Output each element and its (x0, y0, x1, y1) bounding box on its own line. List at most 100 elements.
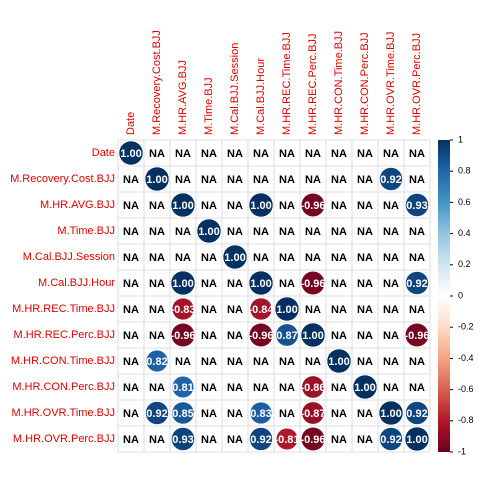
value-label: NA (357, 148, 373, 160)
column-label: M.Cal.BJJ.Hour (255, 58, 267, 135)
column-label: Date (125, 112, 137, 135)
value-label: NA (201, 174, 217, 186)
value-label: 1.00 (224, 252, 245, 264)
value-label: -0.84 (248, 304, 274, 316)
corr-circle (378, 400, 404, 426)
column-label: M.HR.CON.Perc.BJJ (359, 32, 371, 135)
color-tick-label: -0.8 (458, 415, 474, 425)
value-label: NA (149, 200, 165, 212)
corr-circle (118, 140, 144, 166)
color-tick-label: 1 (458, 134, 463, 144)
value-label: NA (305, 252, 321, 264)
value-label: 1.00 (302, 330, 323, 342)
corr-circle (144, 166, 170, 192)
value-label: NA (279, 278, 295, 290)
corr-circle (249, 297, 273, 321)
row-label: M.HR.OVR.Time.BJJ (12, 407, 116, 419)
value-label: NA (149, 148, 165, 160)
value-label: 1.00 (328, 356, 349, 368)
value-label: 0.87 (276, 330, 297, 342)
value-label: 1.00 (276, 304, 297, 316)
value-label: NA (331, 252, 347, 264)
value-label: NA (201, 434, 217, 446)
value-label: NA (383, 200, 399, 212)
value-label: NA (357, 252, 373, 264)
corr-circle (301, 193, 325, 217)
column-label: M.HR.REC.Time.BJJ (281, 32, 293, 135)
value-label: NA (227, 200, 243, 212)
row-label: M.HR.CON.Time.BJJ (11, 355, 115, 367)
corr-circle (249, 323, 273, 347)
value-label: 1.00 (354, 382, 375, 394)
corr-circle (196, 218, 222, 244)
corr-circle (326, 348, 352, 374)
value-label: NA (279, 148, 295, 160)
value-label: NA (201, 382, 217, 394)
value-label: NA (331, 304, 347, 316)
row-label: M.Recovery.Cost.BJJ (10, 173, 115, 185)
value-label: NA (357, 330, 373, 342)
value-label: NA (227, 356, 243, 368)
corr-circle (301, 271, 325, 295)
column-label: M.HR.AVG.BJJ (177, 60, 189, 135)
value-label: NA (409, 226, 425, 238)
value-label: NA (175, 148, 191, 160)
value-label: NA (175, 226, 191, 238)
value-label: NA (253, 148, 269, 160)
value-label: 0.93 (172, 434, 193, 446)
value-label: NA (409, 356, 425, 368)
corr-circle (248, 192, 274, 218)
value-label: NA (383, 252, 399, 264)
value-label: NA (123, 382, 139, 394)
value-label: NA (149, 278, 165, 290)
row-label: M.Cal.BJJ.Hour (38, 277, 115, 289)
corr-circle (248, 270, 274, 296)
color-tick-label: 0.2 (458, 259, 471, 269)
value-label: 0.92 (406, 278, 427, 290)
corr-circle (352, 374, 378, 400)
value-label: NA (227, 408, 243, 420)
color-tick-label: 0 (458, 290, 463, 300)
value-label: NA (253, 226, 269, 238)
corr-circle (379, 167, 403, 191)
row-label: M.HR.REC.Perc.BJJ (14, 329, 115, 341)
value-label: NA (357, 226, 373, 238)
value-label: NA (201, 356, 217, 368)
value-label: NA (227, 304, 243, 316)
corr-circle (275, 323, 299, 347)
value-label: NA (123, 252, 139, 264)
value-label: -0.87 (300, 408, 325, 420)
value-label: 1.00 (172, 278, 193, 290)
value-label: NA (227, 330, 243, 342)
column-label: M.HR.OVR.Time.BJJ (385, 32, 397, 136)
corr-circle (171, 427, 195, 451)
value-label: NA (123, 278, 139, 290)
value-label: 0.85 (172, 408, 193, 420)
color-tick-label: -1 (458, 446, 466, 456)
value-label: NA (279, 382, 295, 394)
corr-circle (171, 297, 195, 321)
value-label: NA (175, 174, 191, 186)
value-label: 0.92 (406, 408, 427, 420)
value-label: NA (357, 278, 373, 290)
value-label: NA (383, 356, 399, 368)
value-label: -0.96 (300, 434, 325, 446)
column-label: M.Time.BJJ (203, 77, 215, 135)
corr-circle (379, 427, 403, 451)
value-label: NA (383, 382, 399, 394)
value-label: NA (149, 382, 165, 394)
value-label: NA (331, 200, 347, 212)
corr-circle (145, 349, 169, 373)
value-label: -0.86 (300, 382, 325, 394)
value-label: NA (227, 382, 243, 394)
row-label: M.HR.REC.Time.BJJ (12, 303, 115, 315)
value-label: NA (331, 408, 347, 420)
corr-circle (249, 401, 273, 425)
corr-circle (405, 323, 429, 347)
value-label: 1.00 (198, 226, 219, 238)
value-label: 0.81 (172, 382, 193, 394)
corr-circle (171, 375, 195, 399)
corr-circle (301, 427, 325, 451)
value-label: 0.92 (380, 174, 401, 186)
color-bar (438, 140, 450, 452)
